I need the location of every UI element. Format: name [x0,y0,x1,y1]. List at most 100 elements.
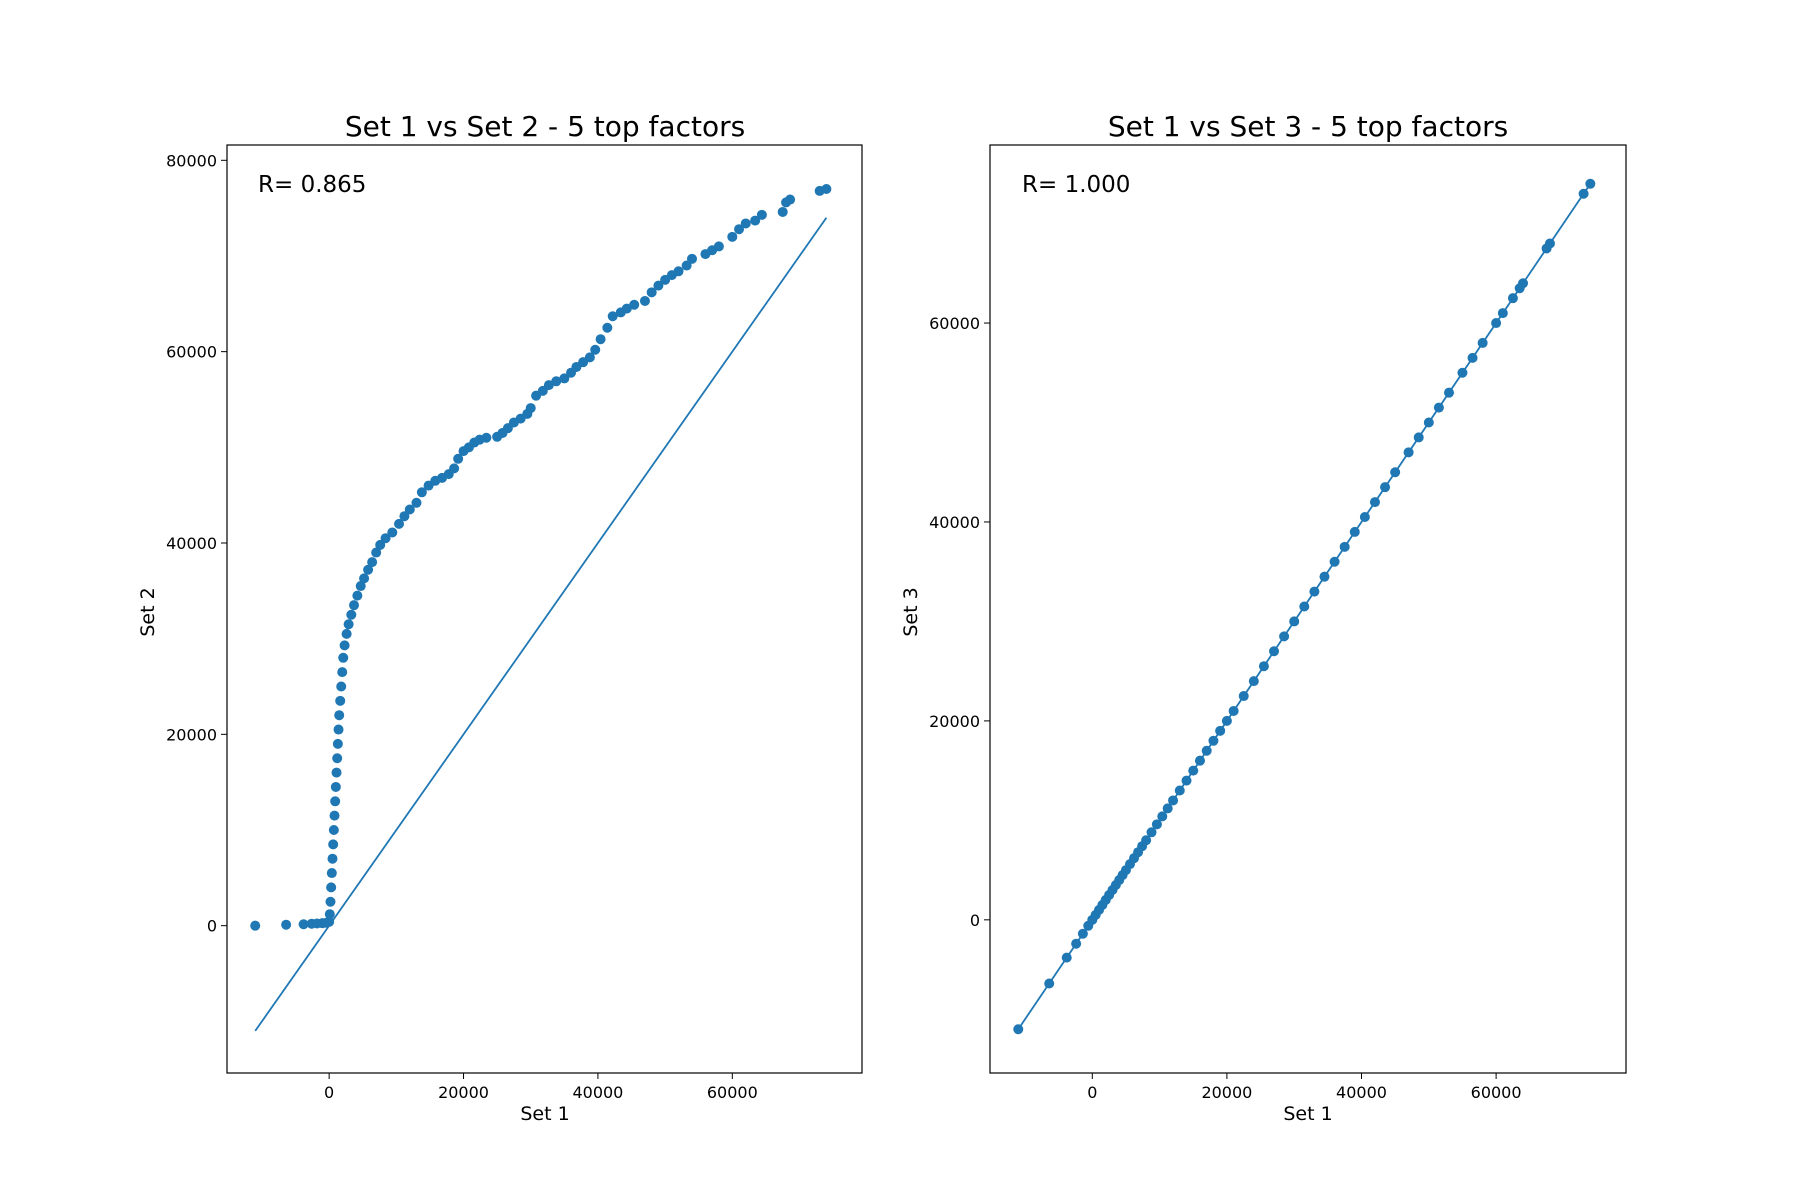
x-tick-label: 40000 [1336,1083,1387,1102]
data-point [1467,352,1478,363]
data-point [727,231,738,242]
data-point [334,710,345,721]
data-point [1457,367,1468,378]
data-point [756,209,767,220]
data-point [1201,745,1212,756]
data-point [1248,676,1259,687]
data-point [1221,715,1232,726]
data-point [1168,795,1179,806]
data-point [453,453,464,464]
data-point [394,518,405,529]
data-point [1443,387,1454,398]
data-point [1289,616,1300,627]
data-point [1174,785,1185,796]
data-point [336,681,347,692]
data-point [1423,417,1434,428]
y-axis-label: Set 2 [137,587,159,636]
x-tick-label: 0 [324,1083,334,1102]
data-point [387,527,398,538]
data-point [595,334,606,345]
data-point [1157,811,1168,822]
data-point [331,767,342,778]
y-tick-label: 60000 [166,343,217,362]
data-point [341,628,352,639]
plot-frame [226,144,863,1074]
data-point [324,916,335,927]
data-point [1162,803,1173,814]
data-point [1228,705,1239,716]
data-point [777,206,788,217]
data-point [326,868,337,879]
data-point [821,184,832,195]
data-point [1329,556,1340,567]
data-point [328,839,339,850]
data-point [330,781,341,792]
x-axis-label: Set 1 [520,1103,569,1125]
correlation-annotation: R= 1.000 [1022,172,1130,198]
data-point [1181,775,1192,786]
data-point [399,511,410,522]
data-point [1403,447,1414,458]
x-tick-label: 20000 [1201,1083,1252,1102]
data-point [1390,467,1401,478]
data-point [411,497,422,508]
data-point [1194,755,1205,766]
data-point [1238,691,1249,702]
data-point [646,287,657,298]
data-point [1077,928,1088,939]
data-point [359,573,370,584]
data-point [1497,308,1508,319]
data-point [1309,586,1320,597]
data-point [1319,571,1330,582]
y-tick-label: 40000 [929,513,980,532]
data-point [324,909,335,920]
data-point [332,753,343,764]
data-point [621,303,632,314]
data-point [363,564,374,575]
data-point [629,299,640,310]
chart-title: Set 1 vs Set 2 - 5 top factors [345,110,745,143]
correlation-annotation: R= 0.865 [258,172,366,198]
y-axis-label: Set 3 [900,587,922,636]
data-point [349,600,359,611]
data-point [1380,482,1391,493]
data-point [1413,432,1424,443]
x-tick-label: 0 [1087,1083,1097,1102]
data-point [1544,238,1555,249]
y-tick-label: 20000 [929,712,980,731]
data-point [1349,526,1360,537]
y-tick-label: 20000 [166,725,217,744]
chart-panel-set1-vs-set3: Set 1 vs Set 3 - 5 top factors Set 1 Set… [900,110,1627,1125]
data-point [298,919,309,930]
data-point [673,266,684,277]
data-point [371,547,382,558]
data-point [404,504,415,515]
reference-line [254,217,828,1032]
data-point [346,609,357,620]
data-point [602,322,613,333]
data-point [338,652,349,663]
data-point [1299,601,1310,612]
data-point [1044,978,1055,989]
x-tick-label: 20000 [438,1083,489,1102]
y-tick-label: 40000 [166,534,217,553]
data-point [1279,631,1290,642]
data-point [1477,337,1488,348]
data-point [1491,318,1502,329]
data-point [607,311,618,322]
data-point [1578,188,1589,199]
data-point [785,194,796,205]
data-point [1061,952,1072,963]
data-point [1071,938,1082,949]
data-point [653,280,664,291]
data-point [551,376,562,387]
y-tick-label: 0 [970,911,980,930]
data-point [416,487,427,498]
ticks-layer: 0 20000 40000 60000 0 20000 40000 60000 [929,314,1521,1102]
data-point [1518,278,1529,289]
data-point [328,824,339,835]
data-point [1013,1024,1024,1035]
data-point [559,373,570,384]
